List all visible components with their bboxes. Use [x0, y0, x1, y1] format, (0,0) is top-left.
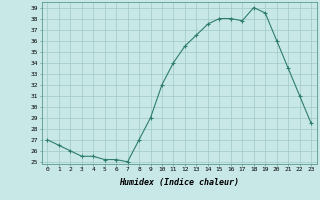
X-axis label: Humidex (Indice chaleur): Humidex (Indice chaleur)	[119, 178, 239, 187]
